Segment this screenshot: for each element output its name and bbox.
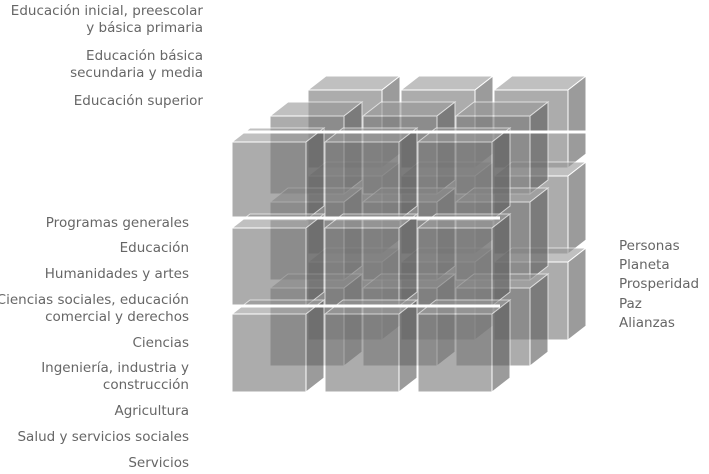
cube-block [416, 298, 512, 394]
dimension-label-2: Planeta [619, 257, 670, 274]
dimension-label-3: Prosperidad [619, 276, 700, 293]
field-label-4: Ciencias sociales, educación comercial y … [0, 292, 189, 325]
cube-block [323, 212, 419, 308]
dimension-label-5: Alianzas [619, 314, 675, 331]
level-label-3: Educación superior [73, 93, 203, 109]
field-label-1: Programas generales [45, 215, 189, 231]
cube-block [416, 126, 512, 222]
field-label-9: Servicios [128, 455, 189, 471]
cube-block [230, 126, 326, 222]
field-label-6: Ingeniería, industria y construcción [41, 360, 189, 393]
dimensions-list: Personas Planeta Prosperidad Paz Alianza… [619, 237, 699, 333]
cube-block [323, 298, 419, 394]
cube-block [323, 126, 419, 222]
field-label-5: Ciencias [132, 335, 189, 351]
field-label-7: Agricultura [114, 403, 189, 419]
dimension-label-1: Personas [619, 238, 680, 254]
cube-block [230, 298, 326, 394]
dimension-label-4: Paz [619, 295, 642, 312]
cube-block [416, 212, 512, 308]
field-label-3: Humanidades y artes [44, 266, 189, 282]
level-label-1: Educación inicial, preescolar y básica pr… [10, 3, 203, 36]
cube-block [230, 212, 326, 308]
field-label-8: Salud y servicios sociales [17, 429, 189, 445]
level-label-2: Educación básica secundaria y media [70, 48, 203, 81]
field-label-2: Educación [119, 240, 189, 256]
